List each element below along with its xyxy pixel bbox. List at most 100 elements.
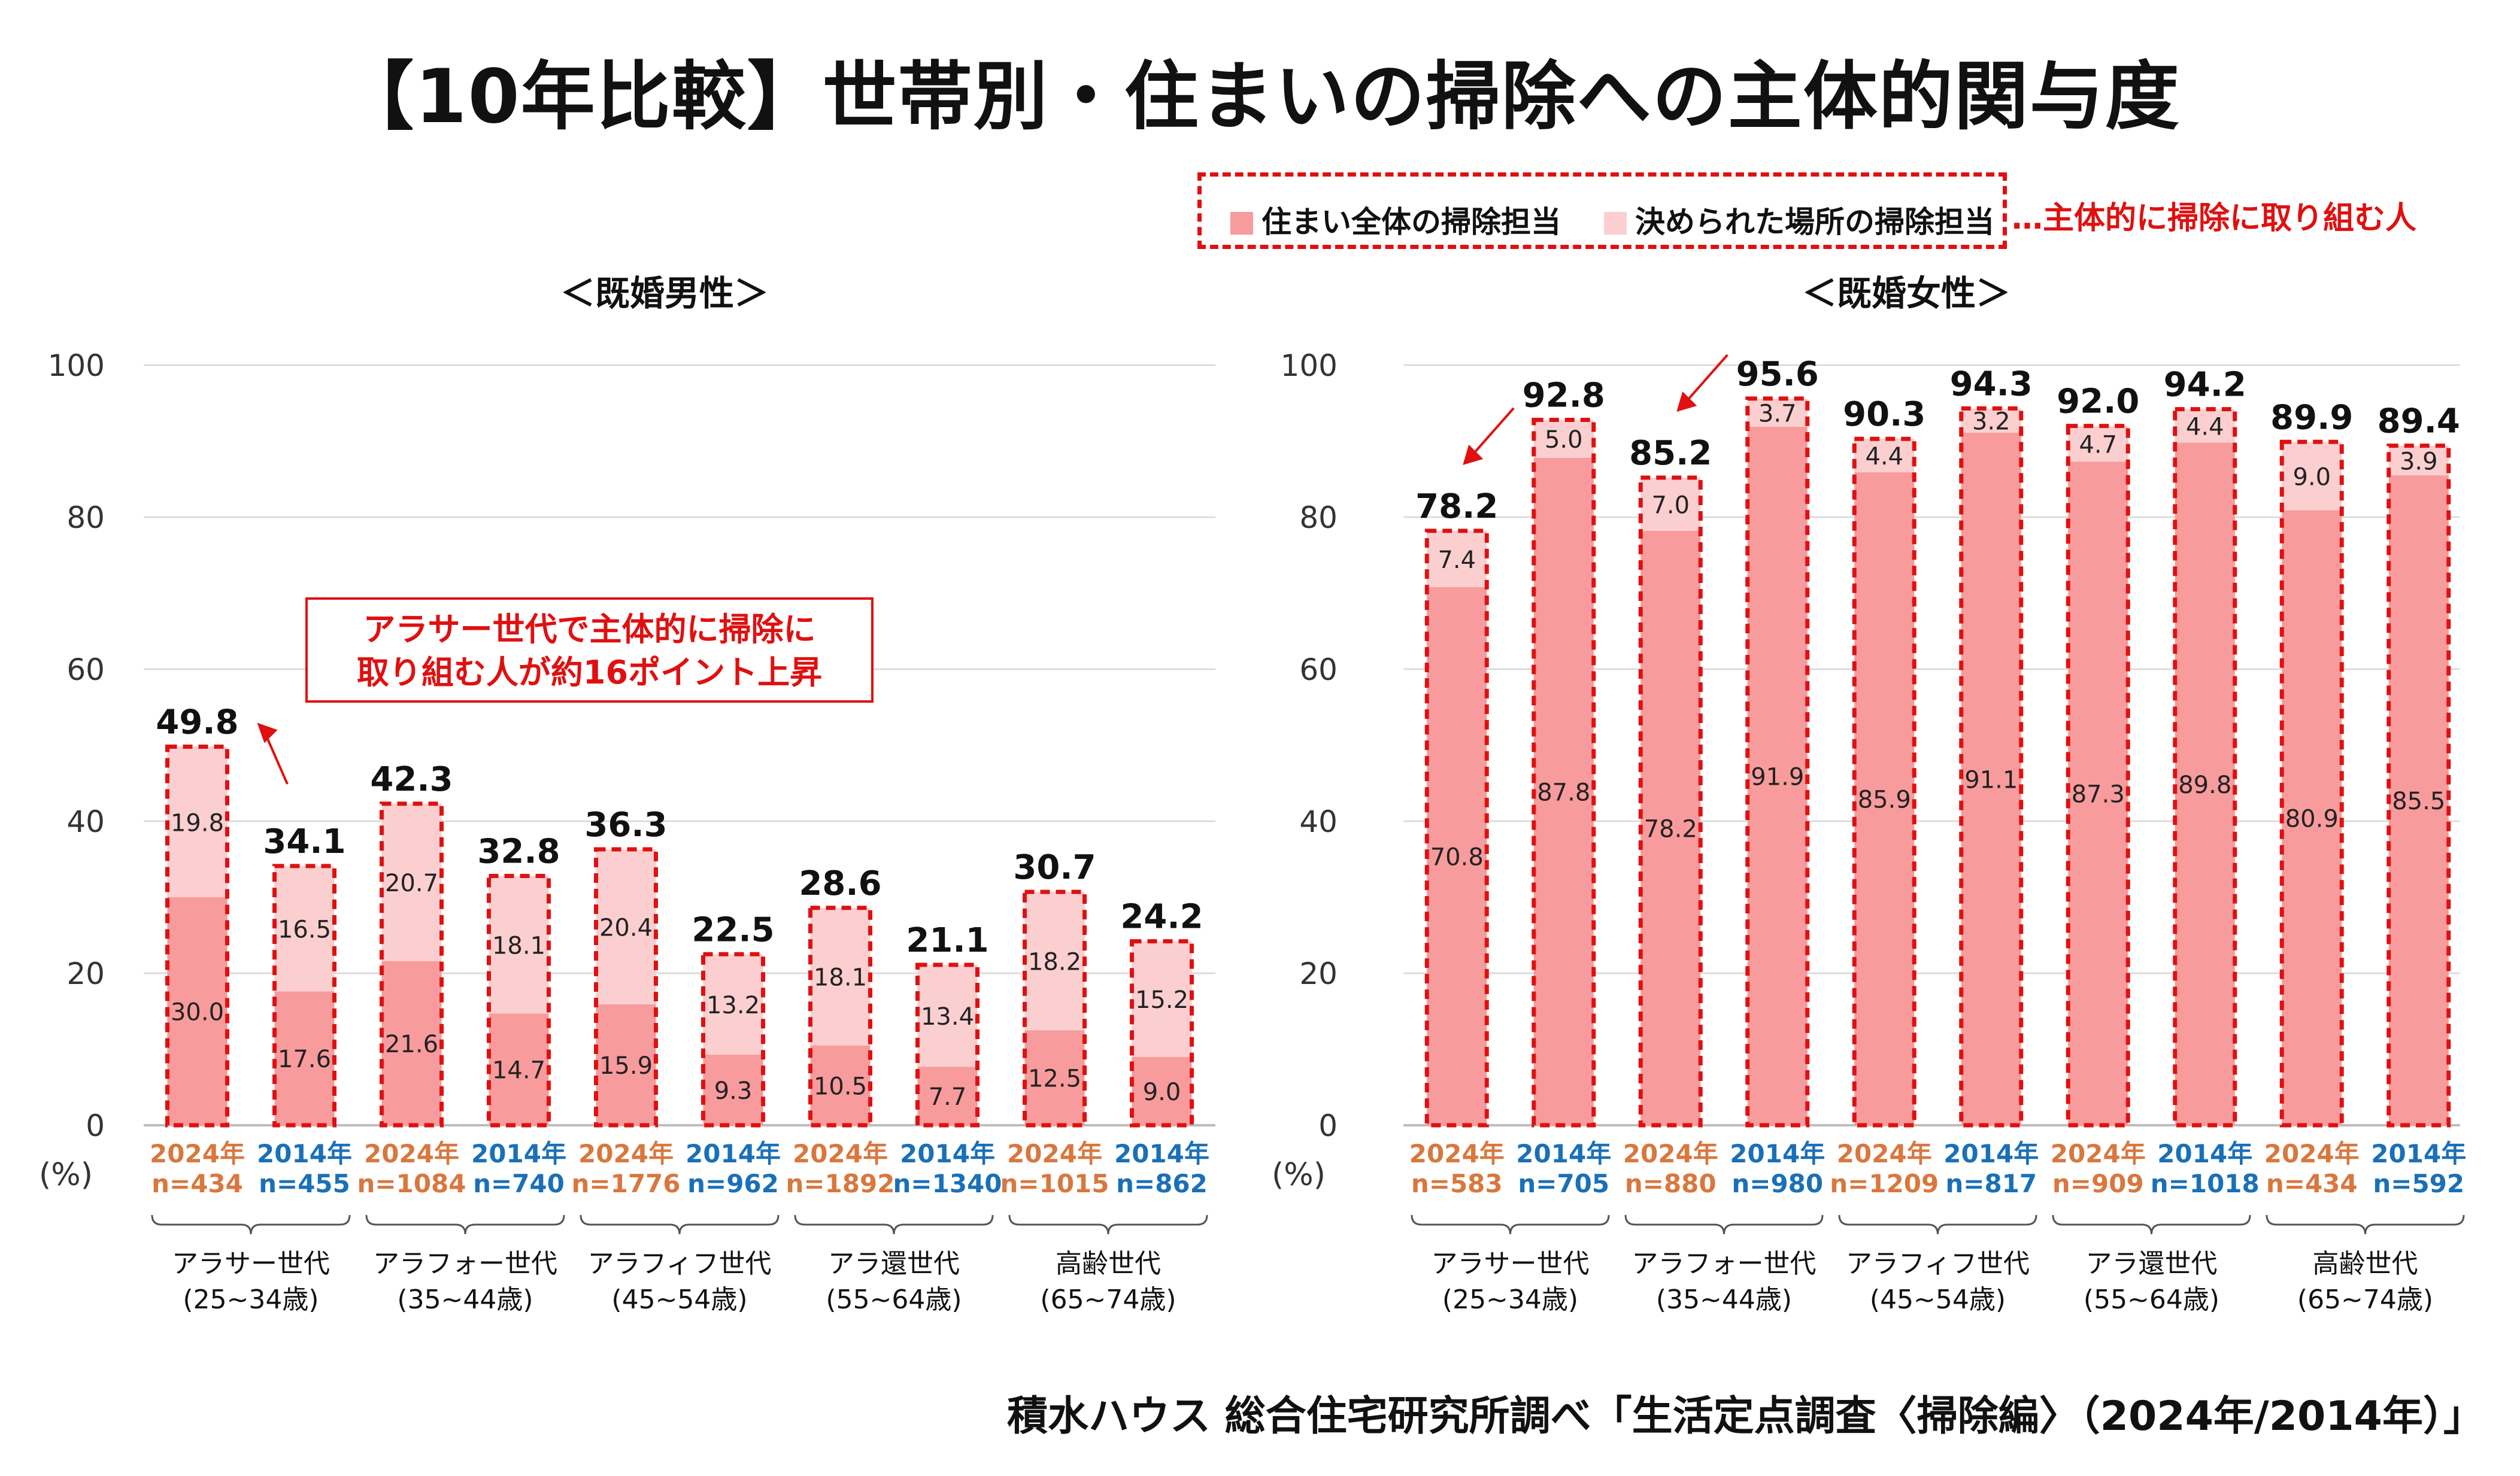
group-brace — [151, 1214, 351, 1235]
group-age-range: (65~74歳) — [2297, 1284, 2433, 1315]
data-label-place: 19.8 — [171, 809, 224, 837]
x-sample-size-label: n=962 — [687, 1169, 779, 1198]
bar-segment-whole — [1961, 433, 2021, 1125]
x-year-label: 2014年 — [2371, 1139, 2466, 1168]
group-label: アラ還世代 — [828, 1249, 960, 1279]
data-label-total: 22.5 — [692, 910, 774, 949]
data-label-total: 89.9 — [2270, 398, 2353, 437]
x-sample-size-label: n=583 — [1411, 1169, 1503, 1198]
group-brace — [1624, 1214, 1824, 1235]
chart-married-women: ＜既婚女性＞020406080100(%)70.87.478.22024年n=5… — [1272, 273, 2466, 1315]
y-tick-label: 80 — [1299, 500, 1338, 535]
x-sample-size-label: n=705 — [1518, 1169, 1609, 1198]
group-brace — [580, 1214, 780, 1235]
y-tick-label: 40 — [66, 804, 105, 839]
group-age-range: (65~74歳) — [1040, 1284, 1176, 1315]
data-label-place: 20.4 — [599, 915, 653, 942]
chart-title: ＜既婚男性＞ — [560, 273, 769, 314]
legend-swatch-whole-house — [1230, 212, 1253, 235]
data-label-place: 13.2 — [706, 992, 760, 1019]
bar-segment-whole — [703, 1054, 763, 1125]
data-label-whole: 85.9 — [1858, 786, 1911, 814]
y-tick-label: 40 — [1299, 804, 1338, 839]
data-label-whole: 85.5 — [2392, 788, 2445, 815]
group-label: アラフィフ世代 — [1846, 1249, 2030, 1279]
bar-outline-total — [165, 745, 229, 1128]
data-label-total: 92.0 — [2057, 382, 2139, 421]
data-label-place: 3.2 — [1972, 408, 2010, 436]
x-sample-size-label: n=1084 — [357, 1169, 466, 1198]
bar-segment-place — [2388, 445, 2449, 476]
x-sample-size-label: n=909 — [2052, 1169, 2144, 1198]
y-tick-label: 100 — [1281, 348, 1338, 383]
group-brace — [2052, 1214, 2251, 1235]
data-label-whole: 12.5 — [1028, 1065, 1081, 1093]
bar-outline-total — [701, 952, 765, 1128]
x-sample-size-label: n=1776 — [572, 1169, 681, 1198]
data-label-place: 4.4 — [2186, 414, 2224, 441]
x-year-label: 2024年 — [2264, 1139, 2360, 1168]
y-tick-label: 80 — [66, 500, 105, 535]
data-label-total: 92.8 — [1523, 376, 1605, 415]
legend-item-whole-house: 住まい全体の掃除担当 — [1230, 198, 1561, 241]
group-label: アラフォー世代 — [1632, 1249, 1817, 1279]
bar-segment-place — [1747, 398, 1808, 427]
bar-segment-place — [596, 849, 656, 1005]
x-year-label: 2014年 — [257, 1139, 352, 1168]
y-tick-label: 100 — [48, 348, 105, 383]
annotation-arrow-line — [1467, 407, 1515, 460]
data-label-place: 3.7 — [1758, 400, 1797, 427]
annotation-box — [305, 597, 874, 703]
x-year-label: 2024年 — [364, 1139, 459, 1168]
data-label-total: 36.3 — [584, 806, 667, 845]
x-year-label: 2024年 — [578, 1139, 674, 1168]
x-sample-size-label: n=1209 — [1830, 1169, 1939, 1198]
group-label: 高齢世代 — [2313, 1249, 2418, 1279]
x-sample-size-label: n=455 — [259, 1169, 350, 1198]
data-label-place: 13.4 — [921, 1003, 974, 1031]
data-label-place: 4.7 — [2079, 431, 2117, 458]
x-sample-size-label: n=1340 — [893, 1169, 1002, 1198]
data-label-place: 5.0 — [1545, 426, 1583, 454]
data-label-whole: 14.7 — [492, 1057, 545, 1085]
legend-label-assigned-place: 決められた場所の掃除担当 — [1635, 205, 1994, 239]
data-label-place: 18.1 — [814, 964, 867, 992]
data-label-place: 16.5 — [278, 916, 331, 944]
x-year-label: 2014年 — [1730, 1139, 1825, 1168]
data-label-place: 4.4 — [1865, 443, 1903, 470]
bar-segment-place — [2175, 409, 2235, 443]
data-label-place: 7.0 — [1651, 491, 1690, 519]
group-age-range: (25~34歳) — [183, 1284, 319, 1315]
bar-outline-total — [2279, 439, 2344, 1128]
bar-segment-place — [1132, 941, 1192, 1057]
x-sample-size-label: n=862 — [1116, 1169, 1208, 1198]
y-tick-label: 20 — [66, 956, 105, 991]
data-label-whole: 91.1 — [1964, 767, 2018, 794]
group-brace — [365, 1214, 565, 1235]
data-label-place: 18.2 — [1028, 949, 1081, 976]
bar-segment-place — [917, 965, 978, 1067]
annotation-arrow-line — [1681, 354, 1728, 407]
group-brace — [1008, 1214, 1208, 1235]
x-year-label: 2024年 — [793, 1139, 888, 1168]
bar-segment-whole — [489, 1013, 549, 1125]
bar-segment-place — [1640, 477, 1701, 531]
group-brace — [1411, 1214, 1610, 1235]
bar-outline-total — [272, 864, 336, 1128]
data-label-place: 3.9 — [2400, 448, 2438, 475]
group-brace — [2266, 1214, 2465, 1235]
bar-segment-place — [489, 876, 549, 1014]
bar-segment-place — [2068, 426, 2128, 462]
x-year-label: 2014年 — [1516, 1139, 1611, 1168]
data-label-place: 9.0 — [2292, 463, 2331, 491]
page-title: 【10年比較】世帯別・住まいの掃除への主体的関与度 — [339, 54, 2181, 140]
data-label-whole: 7.7 — [929, 1083, 967, 1111]
data-label-whole: 87.3 — [2072, 781, 2125, 809]
x-sample-size-label: n=880 — [1625, 1169, 1717, 1198]
x-year-label: 2024年 — [1007, 1139, 1102, 1168]
bar-outline-total — [1130, 939, 1194, 1128]
annotation-arrowhead — [257, 722, 278, 743]
x-sample-size-label: n=434 — [2266, 1169, 2358, 1198]
chart-title: ＜既婚女性＞ — [1802, 273, 2010, 314]
x-year-label: 2024年 — [1409, 1139, 1505, 1168]
